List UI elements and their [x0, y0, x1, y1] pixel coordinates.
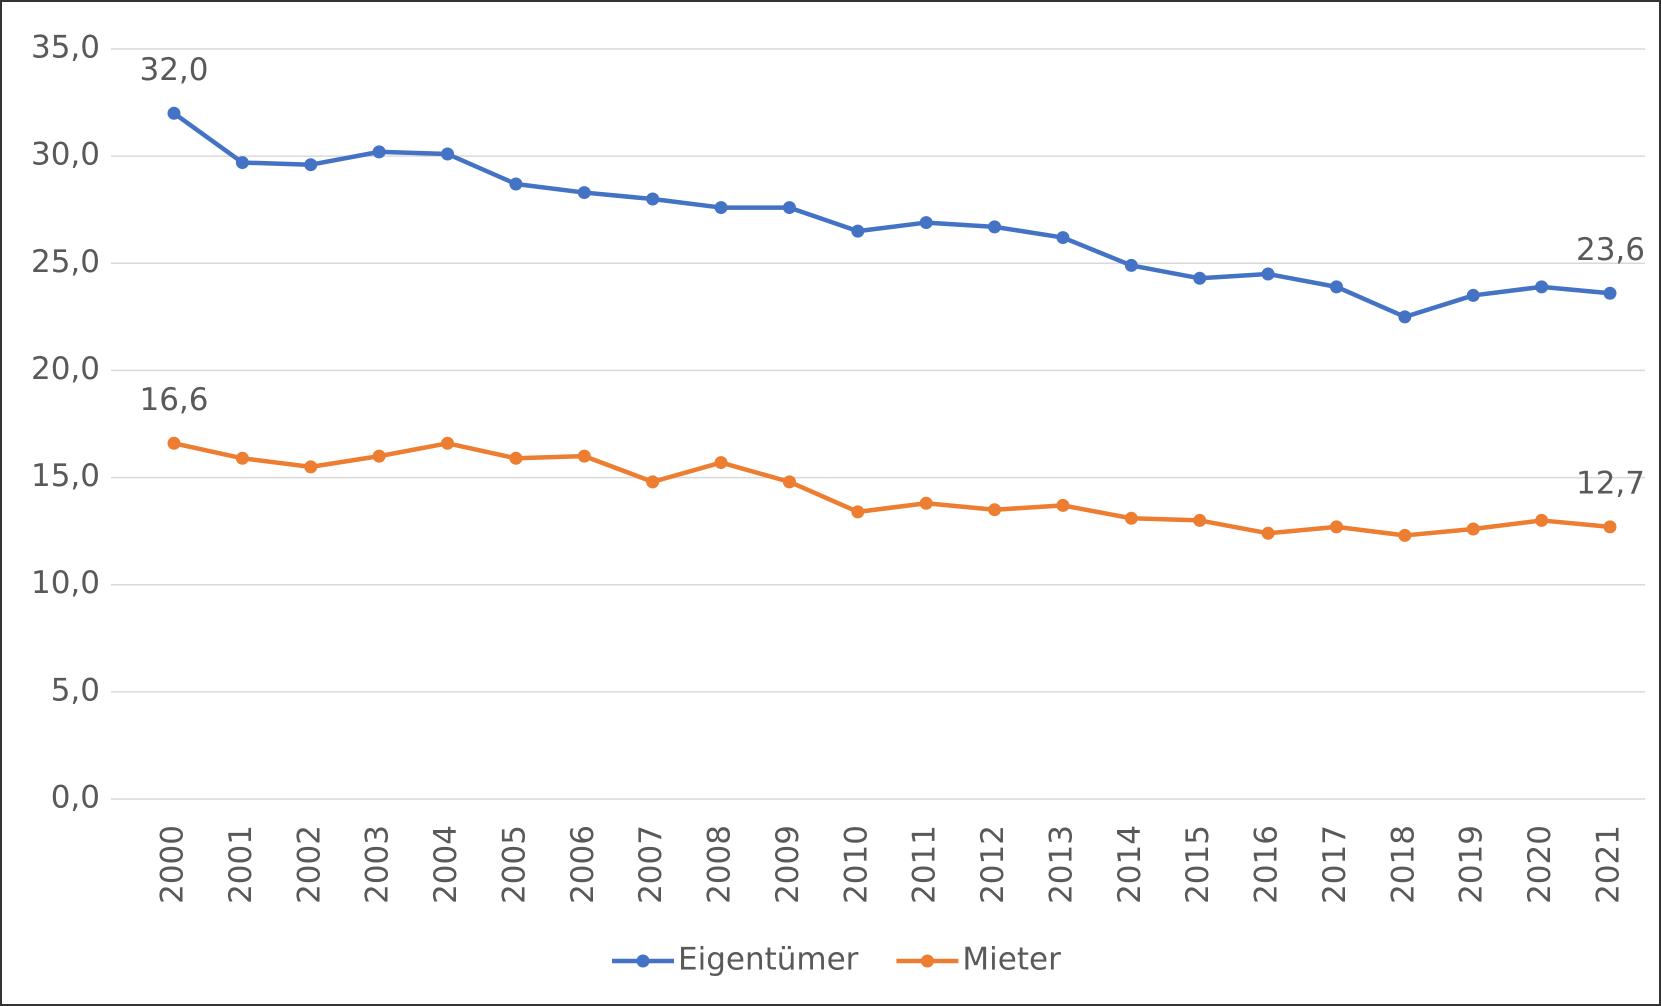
data-point [919, 496, 933, 510]
legend-label: Mieter [962, 942, 1061, 978]
x-tick-label: 2014 [1112, 825, 1148, 904]
x-tick-label: 2017 [1317, 825, 1353, 904]
data-point [1193, 271, 1207, 285]
legend-marker [920, 954, 934, 968]
data-point [1535, 513, 1549, 527]
x-tick-label: 2006 [565, 825, 601, 904]
x-tick-label: 2000 [155, 825, 191, 904]
data-point [1535, 280, 1549, 294]
x-tick-label: 2019 [1454, 825, 1490, 904]
data-point [646, 475, 660, 489]
data-point [919, 216, 933, 230]
data-point [646, 192, 660, 206]
data-point [1603, 520, 1617, 534]
y-tick-label: 0,0 [51, 780, 100, 816]
x-tick-label: 2004 [428, 825, 464, 904]
x-tick-label: 2009 [770, 825, 806, 904]
data-point [1603, 286, 1617, 300]
data-point [167, 436, 181, 450]
y-tick-label: 25,0 [31, 244, 100, 280]
x-tick-label: 2016 [1249, 825, 1285, 904]
x-tick-label: 2003 [360, 825, 396, 904]
data-point [851, 224, 865, 238]
x-tick-label: 2010 [838, 825, 874, 904]
x-tick-label: 2007 [633, 825, 669, 904]
y-tick-label: 35,0 [31, 30, 100, 66]
data-point [1466, 522, 1480, 536]
x-tick-label: 2011 [907, 825, 943, 904]
data-point [1193, 513, 1207, 527]
data-point [1124, 511, 1138, 525]
data-point [1466, 288, 1480, 302]
data-label: 16,6 [139, 382, 208, 418]
data-point [1261, 526, 1275, 540]
x-tick-label: 2015 [1180, 825, 1216, 904]
data-point [1398, 528, 1412, 542]
data-point [441, 147, 455, 161]
data-label: 23,6 [1576, 232, 1645, 268]
x-tick-label: 2008 [702, 825, 738, 904]
data-point [714, 201, 728, 215]
data-point [1124, 258, 1138, 272]
data-point [304, 460, 318, 474]
y-tick-label: 5,0 [51, 672, 100, 708]
y-tick-label: 20,0 [31, 351, 100, 387]
data-point [1329, 280, 1343, 294]
data-point [304, 158, 318, 172]
data-point [851, 505, 865, 519]
x-tick-label: 2002 [291, 825, 327, 904]
data-point [1056, 231, 1070, 245]
data-point [577, 449, 591, 463]
y-tick-label: 10,0 [31, 565, 100, 601]
x-tick-label: 2005 [496, 825, 532, 904]
data-label: 32,0 [139, 52, 208, 88]
data-point [714, 456, 728, 470]
x-tick-label: 2012 [975, 825, 1011, 904]
data-point [372, 145, 386, 159]
data-label: 12,7 [1576, 465, 1645, 501]
x-tick-label: 2013 [1043, 825, 1079, 904]
data-point [1398, 310, 1412, 324]
data-point [988, 503, 1002, 517]
data-point [372, 449, 386, 463]
y-tick-label: 15,0 [31, 458, 100, 494]
y-tick-label: 30,0 [31, 137, 100, 173]
legend-marker [636, 954, 650, 968]
data-point [1261, 267, 1275, 281]
series-line [172, 111, 1611, 320]
data-point [782, 475, 796, 489]
data-point [1056, 498, 1070, 512]
x-tick-label: 2021 [1591, 825, 1627, 904]
x-tick-label: 2018 [1385, 825, 1421, 904]
data-point [988, 220, 1002, 234]
data-point [577, 186, 591, 200]
x-tick-label: 2020 [1522, 825, 1558, 904]
data-point [441, 436, 455, 450]
data-point [235, 156, 249, 170]
data-point [782, 201, 796, 215]
data-point [167, 106, 181, 120]
x-tick-label: 2001 [223, 825, 259, 904]
legend-label: Eigentümer [678, 942, 859, 978]
data-point [509, 177, 523, 191]
data-point [235, 451, 249, 465]
data-point [1329, 520, 1343, 534]
data-point [509, 451, 523, 465]
series-line [173, 441, 1611, 538]
